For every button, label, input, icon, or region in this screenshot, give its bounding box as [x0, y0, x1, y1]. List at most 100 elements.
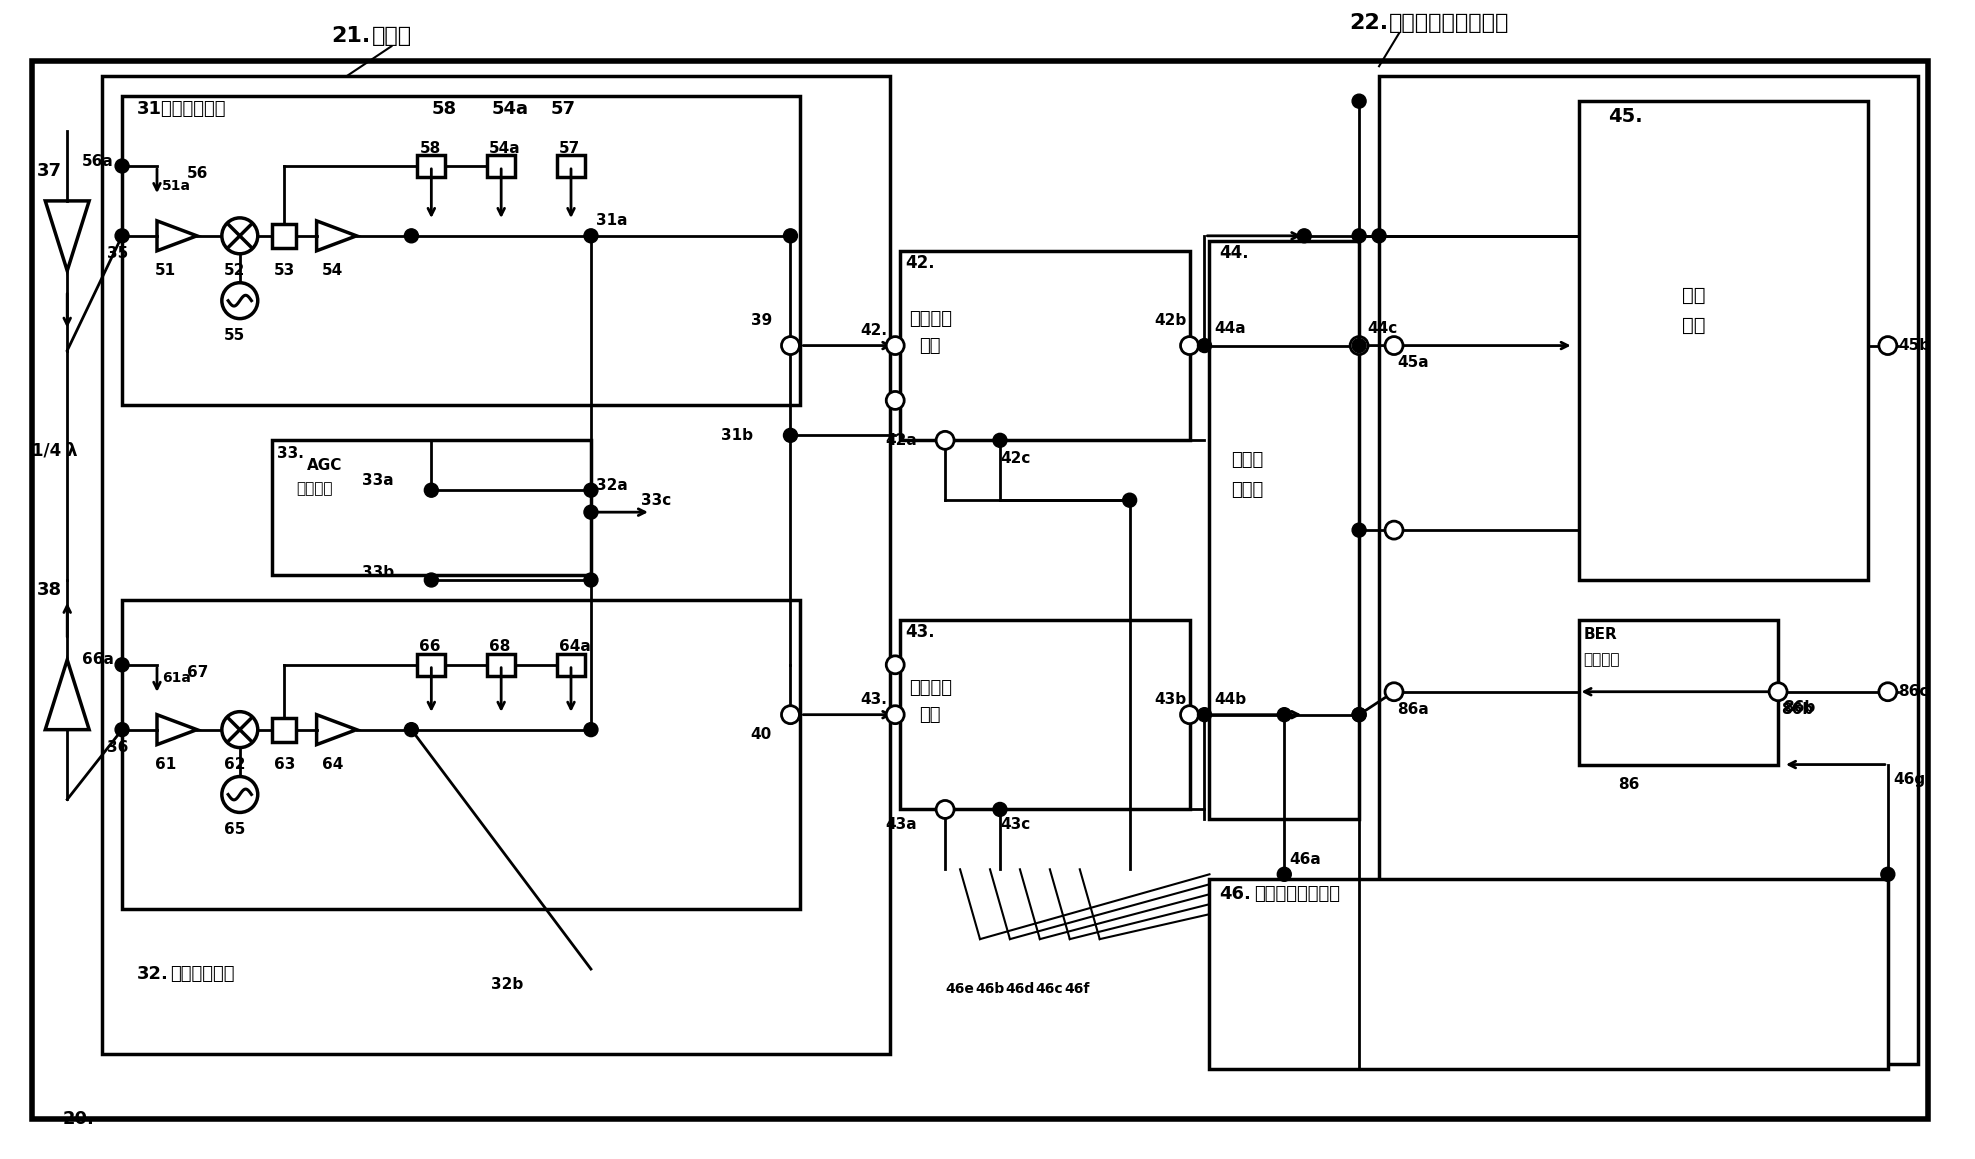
Circle shape — [1351, 336, 1369, 355]
Circle shape — [1353, 523, 1367, 537]
Circle shape — [1353, 228, 1367, 242]
Text: 68: 68 — [490, 640, 512, 655]
Bar — [488, 155, 515, 177]
Circle shape — [887, 656, 905, 673]
Text: 45b: 45b — [1898, 338, 1930, 353]
Circle shape — [425, 573, 438, 586]
Text: 33b: 33b — [361, 564, 393, 580]
Text: 1/4 λ: 1/4 λ — [32, 442, 77, 459]
Circle shape — [1878, 336, 1896, 355]
Text: 44.: 44. — [1219, 243, 1248, 262]
Text: 31第一谐调单元: 31第一谐调单元 — [136, 100, 227, 118]
Text: 数字解调: 数字解调 — [908, 309, 952, 328]
Bar — [1379, 76, 1918, 1064]
Text: 22.: 22. — [1349, 14, 1388, 34]
Circle shape — [1384, 336, 1402, 355]
Text: 纠错: 纠错 — [1681, 286, 1704, 305]
Circle shape — [1880, 867, 1894, 881]
Circle shape — [936, 801, 954, 818]
Text: 32.: 32. — [136, 965, 170, 983]
Text: 收部分: 收部分 — [1230, 481, 1264, 500]
Circle shape — [1878, 683, 1896, 701]
Circle shape — [1298, 228, 1311, 242]
Bar — [1209, 241, 1359, 819]
Circle shape — [1384, 522, 1402, 539]
Text: 数字解调: 数字解调 — [908, 679, 952, 697]
Bar — [557, 155, 585, 177]
Text: 40: 40 — [750, 727, 772, 742]
Text: 分集接: 分集接 — [1230, 451, 1264, 469]
Text: AGC: AGC — [306, 458, 342, 473]
Text: 46e: 46e — [946, 982, 974, 996]
Text: 42a: 42a — [885, 432, 916, 447]
Text: 86b: 86b — [1781, 702, 1813, 717]
Circle shape — [585, 573, 598, 586]
Text: 43.: 43. — [861, 692, 887, 707]
Circle shape — [1353, 708, 1367, 722]
Circle shape — [1353, 338, 1367, 352]
Circle shape — [221, 712, 259, 748]
Circle shape — [405, 228, 419, 242]
Circle shape — [585, 483, 598, 497]
Text: 64a: 64a — [559, 640, 591, 655]
Text: 33.: 33. — [276, 446, 304, 461]
Text: 56: 56 — [188, 167, 207, 182]
Circle shape — [887, 706, 905, 723]
Text: 部分: 部分 — [1681, 316, 1704, 335]
Circle shape — [425, 483, 438, 497]
Bar — [901, 250, 1189, 440]
Circle shape — [993, 802, 1007, 816]
Text: 46a: 46a — [1290, 852, 1321, 867]
Circle shape — [782, 706, 800, 723]
Circle shape — [221, 777, 259, 812]
Text: 86b: 86b — [1783, 700, 1815, 715]
Text: 43b: 43b — [1155, 692, 1187, 707]
Bar — [122, 96, 800, 406]
Text: 21.: 21. — [332, 27, 371, 46]
Circle shape — [115, 723, 128, 737]
Text: 67: 67 — [188, 665, 207, 680]
Text: 52: 52 — [223, 263, 245, 278]
Text: 31b: 31b — [721, 428, 752, 443]
Bar — [1578, 101, 1868, 580]
Text: 45a: 45a — [1396, 355, 1428, 370]
Text: 51: 51 — [154, 263, 176, 278]
Text: 36: 36 — [107, 741, 128, 756]
Circle shape — [887, 392, 905, 409]
Text: 44a: 44a — [1215, 321, 1246, 336]
Text: 33a: 33a — [361, 473, 393, 488]
Text: 46b: 46b — [976, 982, 1003, 996]
Text: BER: BER — [1584, 627, 1618, 642]
Text: 46g: 46g — [1892, 772, 1926, 787]
Circle shape — [585, 228, 598, 242]
Circle shape — [1122, 494, 1138, 508]
Circle shape — [887, 336, 905, 355]
Bar — [417, 155, 444, 177]
Text: 62: 62 — [223, 757, 245, 772]
Circle shape — [1373, 228, 1386, 242]
Text: 66a: 66a — [83, 653, 115, 668]
Circle shape — [221, 218, 259, 254]
Text: 42.: 42. — [905, 254, 934, 271]
Text: 57: 57 — [559, 140, 581, 155]
Text: 44b: 44b — [1215, 692, 1246, 707]
Text: 86: 86 — [1618, 777, 1639, 792]
Text: 61: 61 — [154, 757, 176, 772]
Text: 46f: 46f — [1065, 982, 1090, 996]
Text: 控制部分: 控制部分 — [296, 481, 334, 496]
Text: 54: 54 — [322, 263, 344, 278]
Circle shape — [784, 429, 798, 443]
Text: 86c: 86c — [1898, 684, 1928, 699]
Circle shape — [1197, 338, 1211, 352]
Text: 66: 66 — [419, 640, 440, 655]
Bar — [273, 440, 591, 575]
Bar — [273, 224, 296, 248]
Text: 32b: 32b — [492, 977, 523, 992]
Bar — [488, 654, 515, 676]
Bar — [103, 76, 891, 1054]
Circle shape — [993, 433, 1007, 447]
Text: 65: 65 — [223, 822, 245, 837]
Circle shape — [784, 228, 798, 242]
Circle shape — [115, 228, 128, 242]
Text: 54a: 54a — [490, 140, 521, 155]
